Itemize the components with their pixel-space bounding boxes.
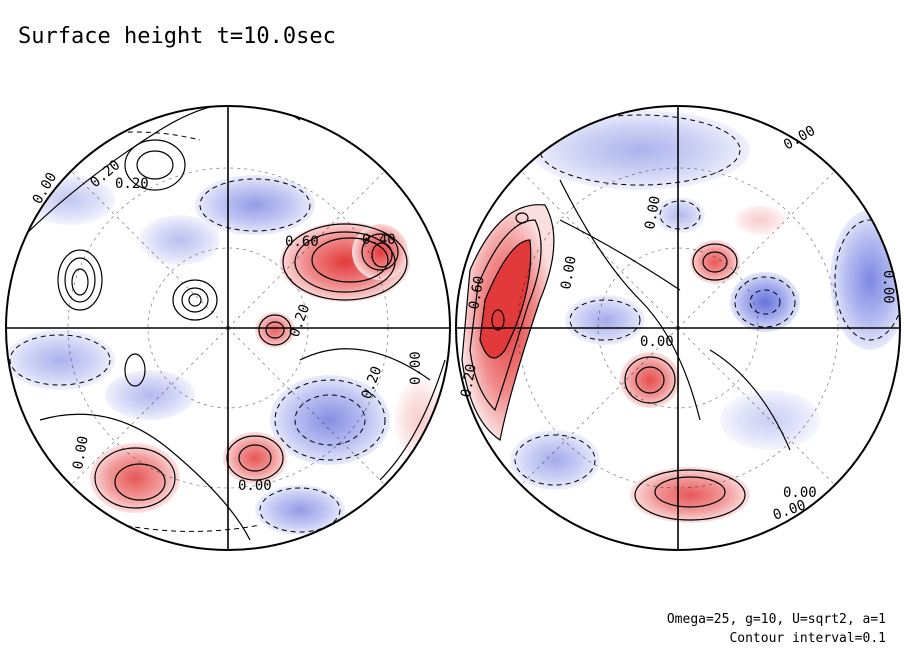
contour-label: 0.00 [783, 485, 817, 501]
contour-label: 0.40 [362, 232, 396, 248]
contour-interval-text: Contour interval=0.1 [729, 631, 886, 646]
contour-label: 0.60 [285, 234, 319, 250]
contour-label: 0.20 [115, 176, 149, 192]
parameters-text: Omega=25, g=10, U=sqrt2, a=1 [666, 612, 886, 627]
plot-title: Surface height t=10.0sec [18, 24, 336, 49]
contour-label: 0.00 [880, 270, 896, 304]
contour-label: 0.00 [640, 334, 674, 350]
contour-label: 0.00 [238, 478, 272, 494]
contour-label: 0.20 [458, 363, 480, 399]
contour-label: 0.60 [466, 275, 488, 311]
contour-label: 0.00 [558, 255, 580, 291]
contour-label: 0.00 [642, 195, 664, 231]
contour-label: 0.00 [408, 351, 424, 385]
contour-label: 0.00 [70, 435, 92, 471]
